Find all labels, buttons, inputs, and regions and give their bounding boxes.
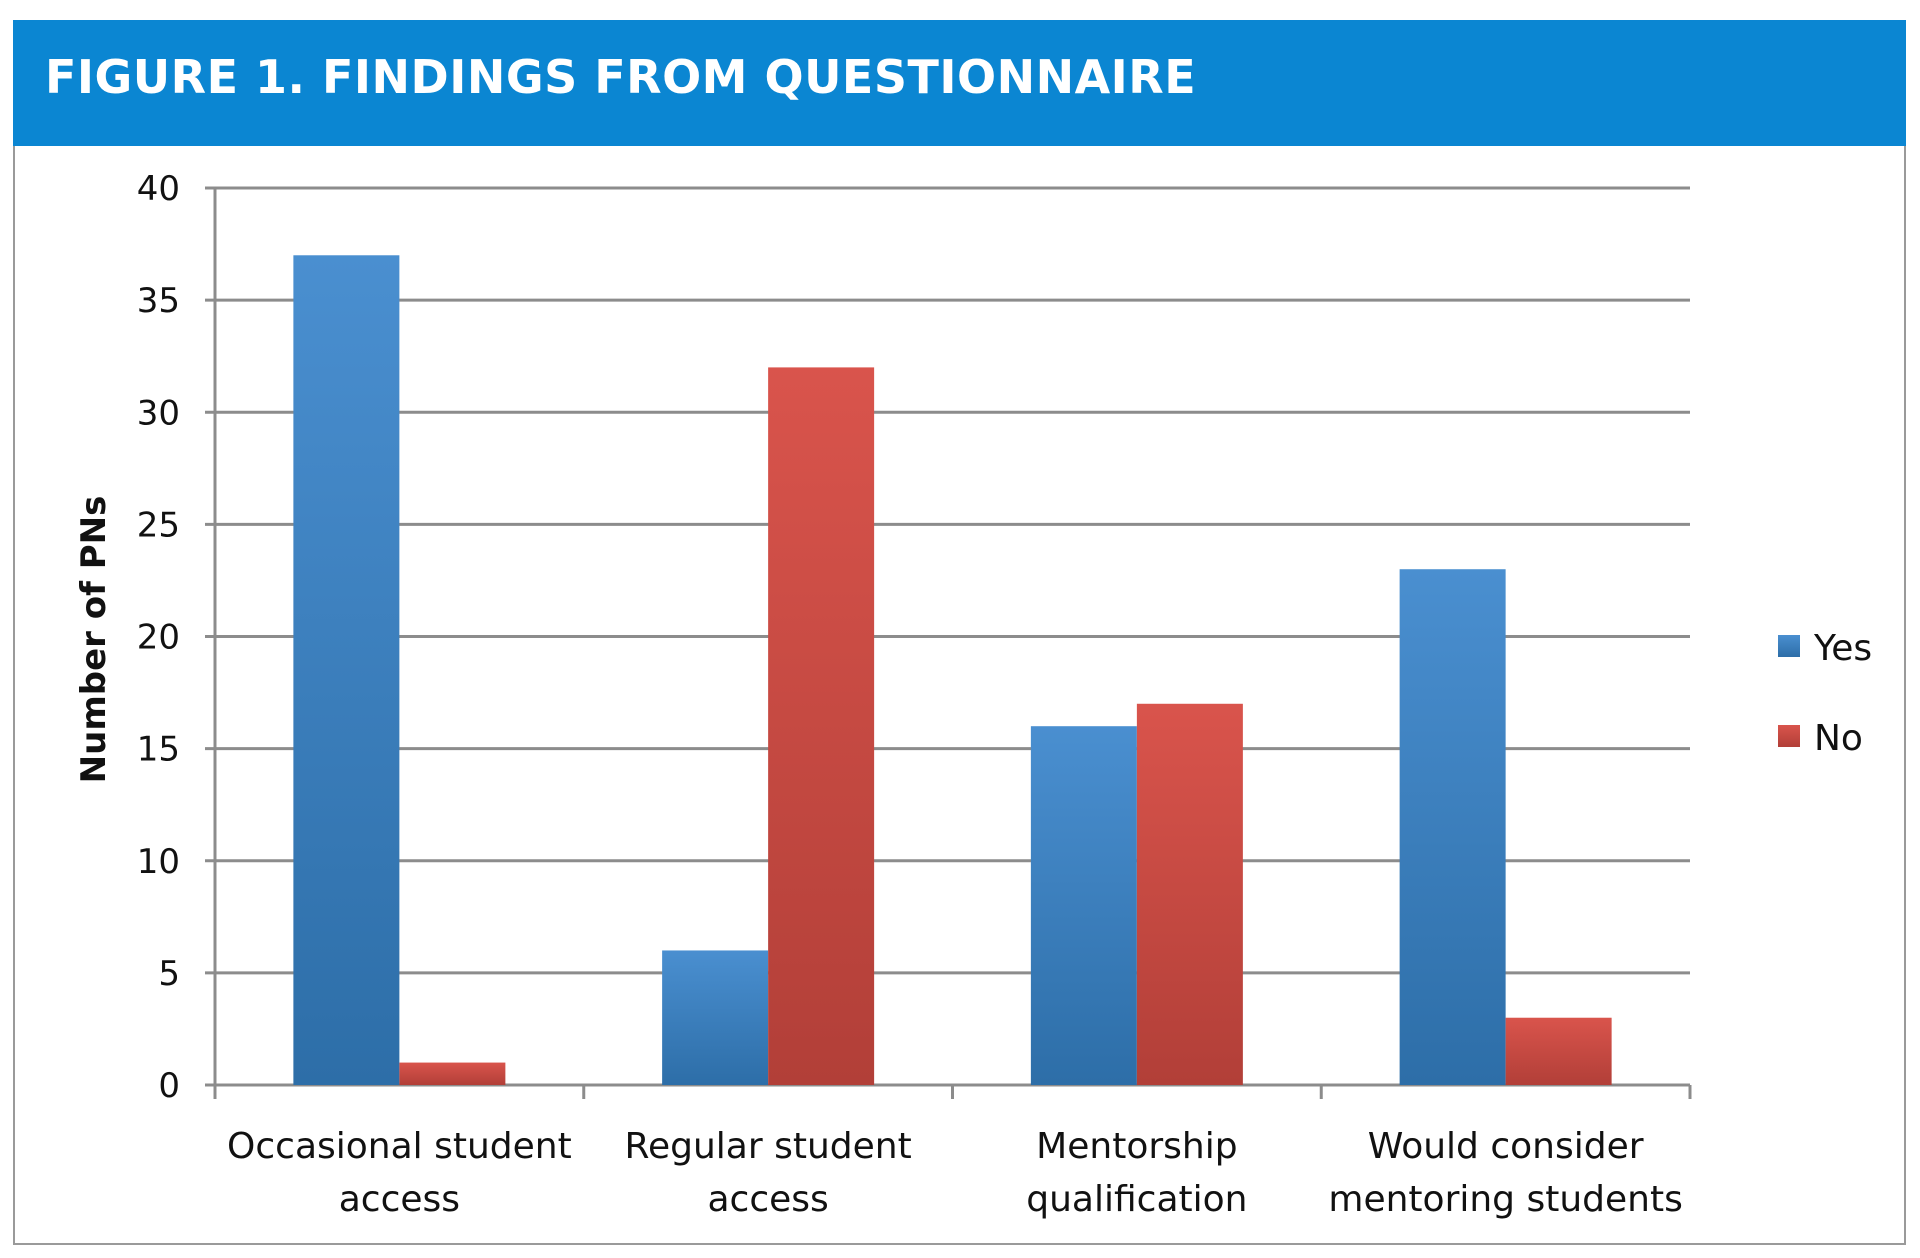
bar-no-2	[1136, 703, 1243, 1085]
figure-title: FIGURE 1. FINDINGS FROM QUESTIONNAIRE	[45, 50, 1197, 104]
bar-no-3	[1505, 1017, 1612, 1085]
x-category-label: Mentorship	[1036, 1126, 1237, 1167]
y-tick-label: 30	[137, 393, 180, 433]
legend-label-yes: Yes	[1813, 628, 1872, 669]
legend-label-no: No	[1814, 718, 1863, 759]
bar-no-1	[768, 367, 875, 1085]
y-tick-label: 0	[158, 1066, 180, 1106]
x-category-label: Would consider	[1368, 1126, 1644, 1167]
axis-labels: 0 5 10 15 20 25 30 35 40 Occasional student access…	[137, 169, 1683, 1220]
bar-yes-3	[1399, 569, 1506, 1085]
bars	[293, 255, 1612, 1085]
y-tick-label: 35	[137, 281, 180, 321]
x-category-label: Regular student	[625, 1126, 912, 1167]
y-axis-title: Number of PNs	[74, 496, 114, 784]
bar-yes-2	[1030, 726, 1137, 1085]
y-tick-label: 5	[158, 954, 180, 994]
y-tick-label: 25	[137, 505, 180, 545]
legend: Yes No	[1778, 628, 1872, 759]
x-category-label: mentoring students	[1328, 1179, 1682, 1220]
y-tick-label: 20	[137, 618, 180, 658]
bar-no-0	[399, 1062, 506, 1085]
x-category-label: qualification	[1026, 1179, 1247, 1220]
y-tick-label: 10	[137, 842, 180, 882]
x-category-label: access	[707, 1179, 828, 1220]
bar-yes-0	[293, 255, 400, 1085]
legend-swatch-yes	[1778, 635, 1800, 657]
x-category-label: Occasional student	[227, 1126, 572, 1167]
x-category-label: access	[339, 1179, 460, 1220]
legend-swatch-no	[1778, 725, 1800, 747]
bar-yes-1	[662, 950, 769, 1085]
y-tick-label: 15	[137, 730, 180, 770]
figure-header: FIGURE 1. FINDINGS FROM QUESTIONNAIRE	[13, 20, 1906, 146]
y-tick-label: 40	[137, 169, 180, 209]
